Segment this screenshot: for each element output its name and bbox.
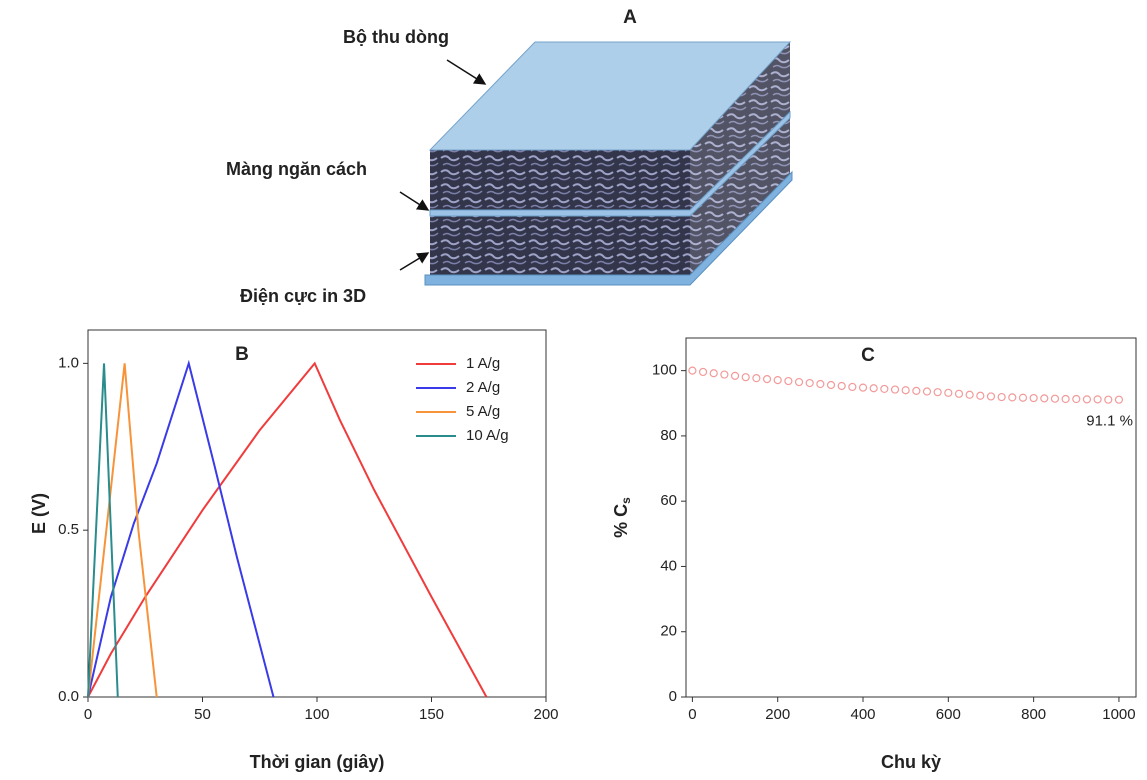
point: [1083, 396, 1090, 403]
x-tick-label: 150: [419, 706, 444, 723]
legend-label: 10 A/g: [466, 427, 509, 444]
point: [977, 392, 984, 399]
y-tick-label: 0: [669, 688, 677, 705]
point: [1051, 395, 1058, 402]
y-tick-label: 0.0: [58, 688, 79, 705]
point: [870, 385, 877, 392]
label: Bộ thu dòng: [343, 27, 449, 47]
point: [710, 370, 717, 377]
x-tick-label: 50: [194, 706, 211, 723]
point: [902, 387, 909, 394]
point: [955, 390, 962, 397]
page: {"diagram": {"label": "A", "top_label": …: [0, 0, 1147, 780]
point: [934, 389, 941, 396]
x-tick-label: 100: [304, 706, 329, 723]
point: [732, 372, 739, 379]
legend-label: 2 A/g: [466, 379, 500, 396]
stack-diagram: A Bộ thu dòng Màng ngăn cách Điện cực in…: [226, 7, 792, 306]
x-tick-label: 200: [765, 706, 790, 723]
point: [742, 374, 749, 381]
point: [1094, 396, 1101, 403]
y-axis-label-text: % C: [611, 504, 631, 538]
point: [1115, 396, 1122, 403]
point: [700, 368, 707, 375]
point: [998, 394, 1005, 401]
point: [1041, 395, 1048, 402]
y-axis-label-text: E (V): [29, 493, 49, 534]
point: [1105, 396, 1112, 403]
panel-label: B: [235, 344, 249, 365]
label: Màng ngăn cách: [226, 159, 367, 179]
arrow: [400, 253, 428, 270]
line-series: [88, 363, 486, 697]
x-tick-label: 0: [688, 706, 696, 723]
x-tick-label: 200: [533, 706, 558, 723]
line-series: [88, 363, 157, 697]
point: [817, 381, 824, 388]
point: [987, 393, 994, 400]
point: [923, 388, 930, 395]
panel-label: A: [623, 7, 637, 28]
y-tick-label: 80: [660, 427, 677, 444]
x-tick-label: 0: [84, 706, 92, 723]
point: [753, 375, 760, 382]
point: [1030, 395, 1037, 402]
point: [913, 387, 920, 394]
x-tick-label: 1000: [1102, 706, 1135, 723]
x-tick-label: 800: [1021, 706, 1046, 723]
point: [785, 378, 792, 385]
y-axis-label: % Cs: [611, 497, 633, 538]
figure: A Bộ thu dòng Màng ngăn cách Điện cực in…: [0, 0, 1147, 780]
point: [1073, 396, 1080, 403]
point: [689, 367, 696, 374]
point: [1019, 394, 1026, 401]
point: [774, 377, 781, 384]
y-tick-label: 60: [660, 492, 677, 509]
point: [806, 380, 813, 387]
label: Điện cực in 3D: [240, 286, 366, 306]
x-axis-label: Chu kỳ: [881, 752, 941, 772]
plot-frame: [686, 338, 1136, 697]
point: [860, 384, 867, 391]
point: [1009, 394, 1016, 401]
panel-label: C: [861, 345, 875, 366]
point: [828, 381, 835, 388]
y-tick-label: 1.0: [58, 354, 79, 371]
y-tick-label: 40: [660, 557, 677, 574]
y-axis-label: E (V): [29, 493, 49, 534]
x-tick-label: 600: [936, 706, 961, 723]
x-axis-label: Thời gian (giây): [250, 752, 385, 772]
point: [721, 371, 728, 378]
y-tick-label: 100: [652, 362, 677, 379]
annotation: 91.1 %: [1086, 413, 1133, 430]
point: [966, 391, 973, 398]
x-tick-label: 400: [850, 706, 875, 723]
point: [892, 386, 899, 393]
point: [764, 376, 771, 383]
line-series: [88, 363, 118, 697]
point: [945, 389, 952, 396]
point: [849, 383, 856, 390]
point: [881, 385, 888, 392]
y-tick-label: 20: [660, 623, 677, 640]
point: [838, 382, 845, 389]
point: [1062, 396, 1069, 403]
arrow: [447, 60, 485, 84]
legend-label: 5 A/g: [466, 403, 500, 420]
arrow: [400, 192, 428, 210]
point: [796, 379, 803, 386]
y-axis-label-subscript: s: [619, 497, 633, 504]
y-tick-label: 0.5: [58, 521, 79, 538]
legend-label: 1 A/g: [466, 355, 500, 372]
